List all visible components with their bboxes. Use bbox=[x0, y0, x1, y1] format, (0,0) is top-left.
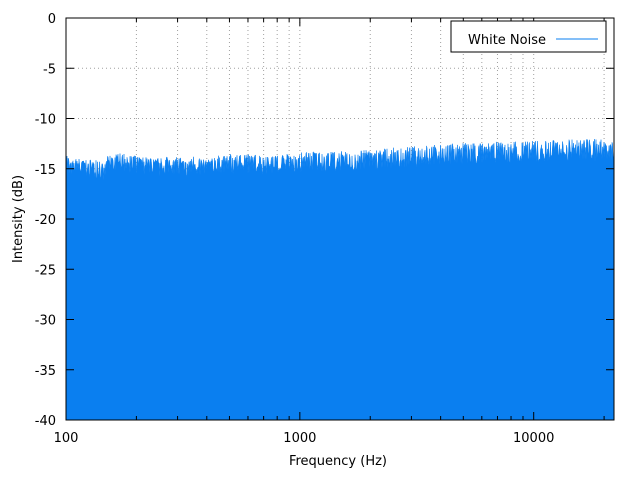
tick-labels: 100 1000 10000 0 -5 -10 -15 -20 -25 -30 -35 -40 bbox=[35, 12, 555, 446]
y-tick-label: -15 bbox=[35, 163, 56, 178]
legend: White Noise bbox=[450, 20, 607, 53]
y-axis-label: Intensity (dB) bbox=[11, 175, 26, 263]
y-tick-label: -25 bbox=[35, 263, 56, 278]
x-axis-label: Frequency (Hz) bbox=[289, 454, 387, 469]
plot-frame bbox=[65, 17, 615, 421]
legend-label: White Noise bbox=[468, 33, 546, 48]
legend-box bbox=[450, 20, 607, 53]
x-tick-label: 10000 bbox=[513, 431, 554, 446]
series-layer bbox=[65, 139, 615, 421]
x-tick-label: 100 bbox=[54, 431, 79, 446]
y-tick-label: -40 bbox=[35, 414, 56, 429]
series-area bbox=[65, 139, 615, 421]
x-tick-label: 1000 bbox=[283, 431, 316, 446]
y-tick-label: -30 bbox=[35, 314, 56, 329]
y-tick-label: -35 bbox=[35, 364, 56, 379]
y-tick-label: 0 bbox=[48, 12, 56, 27]
y-tick-label: -10 bbox=[35, 113, 56, 128]
y-tick-label: -5 bbox=[43, 62, 56, 77]
y-tick-label: -20 bbox=[35, 213, 56, 228]
